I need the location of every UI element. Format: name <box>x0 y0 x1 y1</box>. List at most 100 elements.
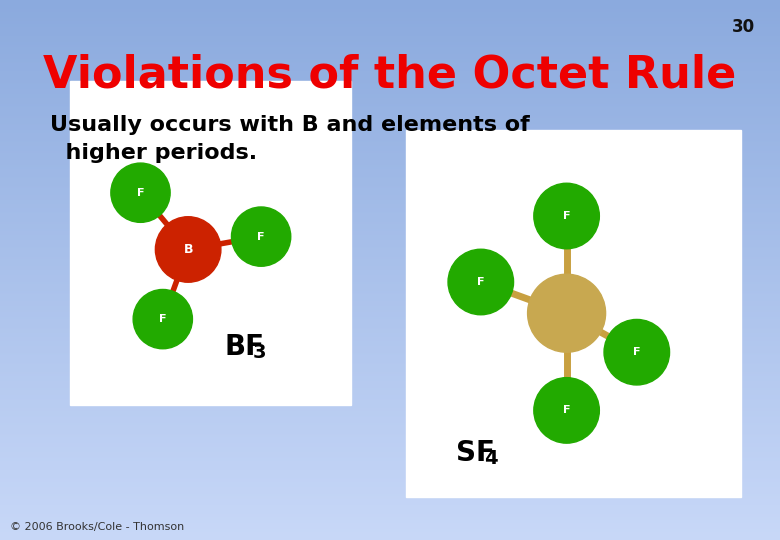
Bar <box>0 412 780 413</box>
Bar <box>0 24 780 25</box>
Bar <box>0 534 780 535</box>
Circle shape <box>111 163 170 222</box>
Bar <box>0 134 780 135</box>
Bar <box>0 224 780 225</box>
Bar <box>0 147 780 148</box>
Bar <box>0 357 780 358</box>
Bar <box>0 287 780 288</box>
Bar <box>0 309 780 310</box>
Text: © 2006 Brooks/Cole - Thomson: © 2006 Brooks/Cole - Thomson <box>10 522 184 532</box>
Bar <box>0 306 780 307</box>
Bar <box>0 71 780 72</box>
Bar <box>0 310 780 311</box>
Bar <box>0 211 780 212</box>
Bar <box>0 284 780 285</box>
Bar <box>0 358 780 359</box>
Bar <box>0 483 780 484</box>
Circle shape <box>448 249 513 315</box>
Bar <box>0 384 780 385</box>
Bar <box>0 526 780 527</box>
Bar <box>0 335 780 336</box>
Bar <box>0 421 780 422</box>
Bar <box>0 434 780 435</box>
Bar <box>0 27 780 28</box>
Bar <box>0 43 780 44</box>
Bar <box>0 205 780 206</box>
Bar <box>0 528 780 529</box>
Bar <box>0 56 780 57</box>
Bar <box>0 326 780 327</box>
Bar <box>0 74 780 75</box>
Bar <box>0 137 780 138</box>
Bar <box>0 373 780 374</box>
Bar <box>0 5 780 6</box>
Bar <box>0 115 780 116</box>
Bar <box>0 106 780 107</box>
Bar <box>0 181 780 182</box>
Bar <box>0 334 780 335</box>
Bar <box>0 3 780 4</box>
Bar <box>0 122 780 123</box>
Bar <box>0 345 780 346</box>
Bar <box>0 25 780 26</box>
Bar <box>0 407 780 408</box>
Bar <box>0 457 780 458</box>
Bar <box>0 471 780 472</box>
Bar <box>0 387 780 388</box>
Bar <box>0 241 780 242</box>
Bar <box>0 316 780 317</box>
Bar <box>0 173 780 174</box>
Bar <box>0 399 780 400</box>
Bar <box>0 61 780 62</box>
Bar <box>0 460 780 461</box>
Bar <box>0 367 780 368</box>
Bar <box>0 68 780 69</box>
Bar <box>0 492 780 493</box>
Bar <box>0 524 780 525</box>
Bar <box>0 433 780 434</box>
Circle shape <box>527 274 605 352</box>
Bar <box>0 153 780 154</box>
Bar <box>0 428 780 429</box>
Bar <box>0 30 780 31</box>
Bar <box>0 344 780 345</box>
Bar <box>0 227 780 228</box>
Bar <box>0 212 780 213</box>
Bar <box>0 259 780 260</box>
Bar <box>0 64 780 65</box>
Bar <box>0 390 780 391</box>
Bar <box>0 130 780 131</box>
Bar <box>0 467 780 468</box>
Bar <box>0 371 780 372</box>
Bar <box>0 171 780 172</box>
Bar <box>0 427 780 428</box>
Bar <box>0 32 780 33</box>
Bar <box>0 393 780 394</box>
Bar <box>0 291 780 292</box>
Circle shape <box>604 320 669 385</box>
Bar <box>0 257 780 258</box>
Bar <box>0 34 780 35</box>
Bar <box>0 118 780 119</box>
Bar <box>0 356 780 357</box>
Bar <box>0 383 780 384</box>
Bar <box>0 143 780 144</box>
Bar <box>0 532 780 533</box>
Bar <box>0 245 780 246</box>
Bar <box>0 484 780 485</box>
Bar <box>0 196 780 197</box>
Bar <box>0 368 780 369</box>
Bar <box>0 76 780 77</box>
Bar <box>0 539 780 540</box>
Bar <box>0 161 780 162</box>
Bar <box>0 255 780 256</box>
Bar <box>0 418 780 419</box>
Bar <box>0 17 780 18</box>
Bar <box>0 88 780 89</box>
Bar <box>0 226 780 227</box>
Bar <box>0 139 780 140</box>
Bar <box>0 476 780 477</box>
Bar <box>0 200 780 201</box>
Bar <box>0 389 780 390</box>
Bar <box>0 423 780 424</box>
